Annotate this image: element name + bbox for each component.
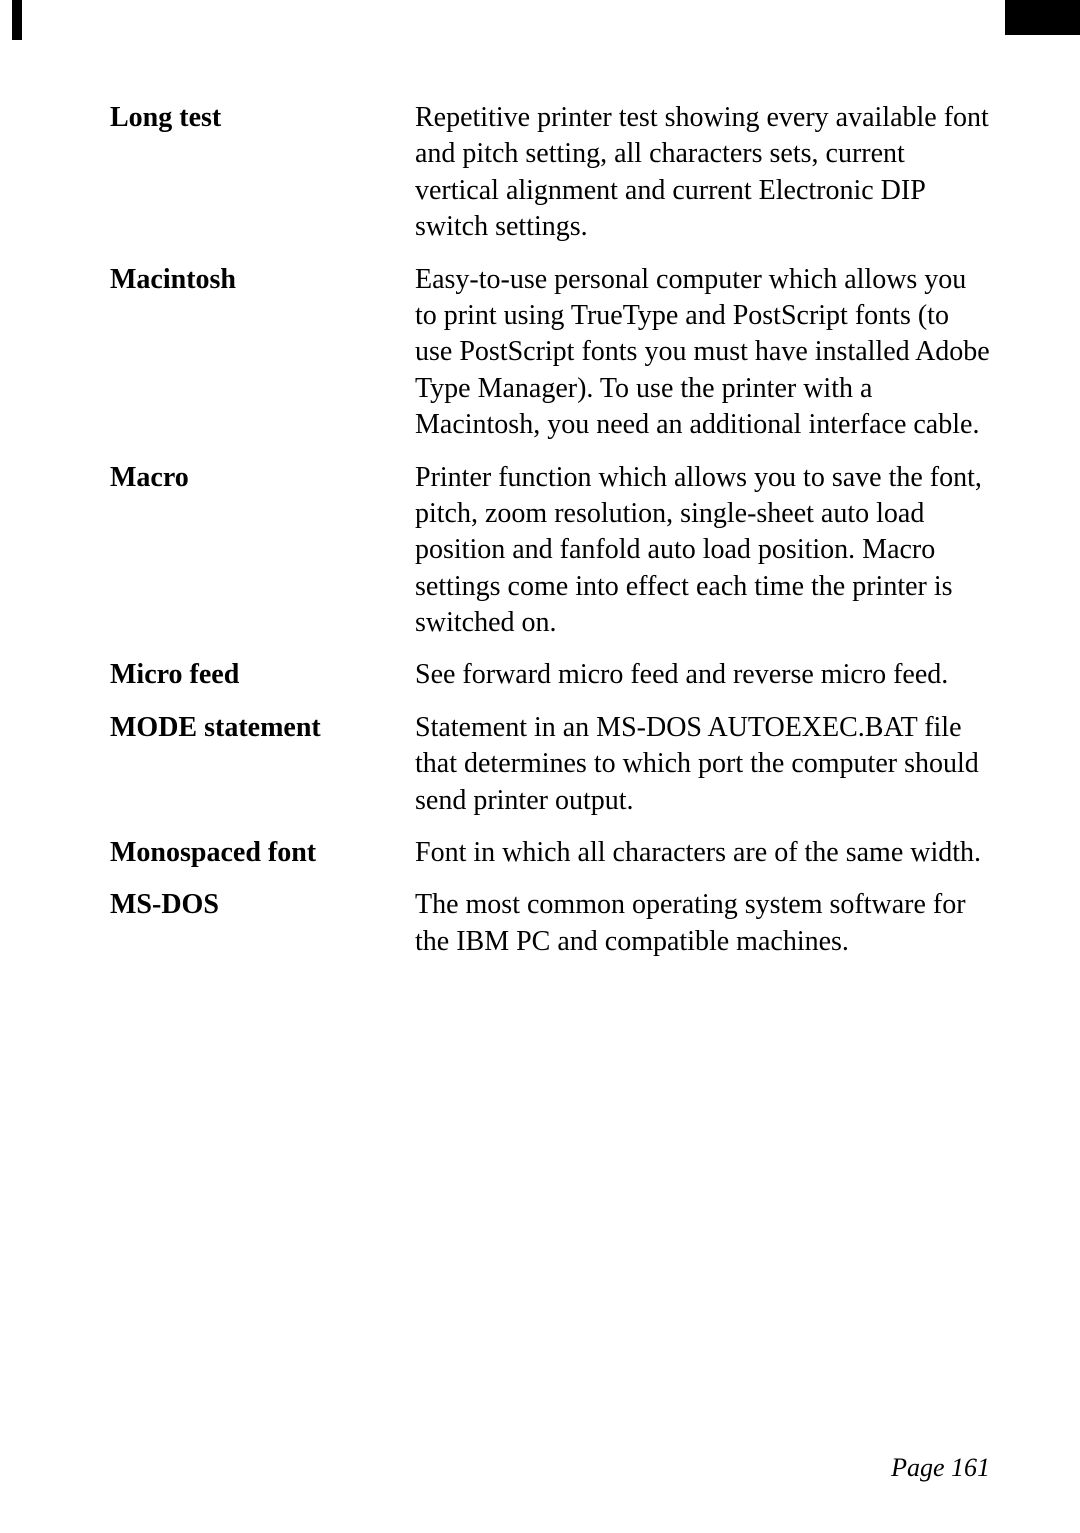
glossary-entry: Macro Printer function which allows you … bbox=[110, 460, 990, 642]
glossary-term: MODE statement bbox=[110, 710, 415, 819]
glossary-entry: Micro feed See forward micro feed and re… bbox=[110, 657, 990, 693]
scan-edge-artifact bbox=[12, 0, 22, 40]
glossary-term: Monospaced font bbox=[110, 835, 415, 871]
glossary-definition: See forward micro feed and reverse micro… bbox=[415, 657, 990, 693]
page-number: Page 161 bbox=[891, 1453, 990, 1483]
glossary-entry: Long test Repetitive printer test showin… bbox=[110, 100, 990, 246]
glossary-definition: The most common operating system softwar… bbox=[415, 887, 990, 960]
scan-corner-artifact bbox=[1005, 0, 1080, 35]
glossary-entry: MS-DOS The most common operating system … bbox=[110, 887, 990, 960]
glossary-term: Macintosh bbox=[110, 262, 415, 444]
glossary-term: Long test bbox=[110, 100, 415, 246]
glossary-term: Micro feed bbox=[110, 657, 415, 693]
glossary-list: Long test Repetitive printer test showin… bbox=[110, 100, 990, 976]
glossary-definition: Printer function which allows you to sav… bbox=[415, 460, 990, 642]
glossary-term: MS-DOS bbox=[110, 887, 415, 960]
glossary-entry: MODE statement Statement in an MS-DOS AU… bbox=[110, 710, 990, 819]
glossary-term: Macro bbox=[110, 460, 415, 642]
glossary-entry: Monospaced font Font in which all charac… bbox=[110, 835, 990, 871]
glossary-definition: Easy-to-use personal computer which allo… bbox=[415, 262, 990, 444]
glossary-definition: Statement in an MS-DOS AUTOEXEC.BAT file… bbox=[415, 710, 990, 819]
glossary-definition: Font in which all characters are of the … bbox=[415, 835, 990, 871]
glossary-definition: Repetitive printer test showing every av… bbox=[415, 100, 990, 246]
glossary-entry: Macintosh Easy-to-use personal computer … bbox=[110, 262, 990, 444]
